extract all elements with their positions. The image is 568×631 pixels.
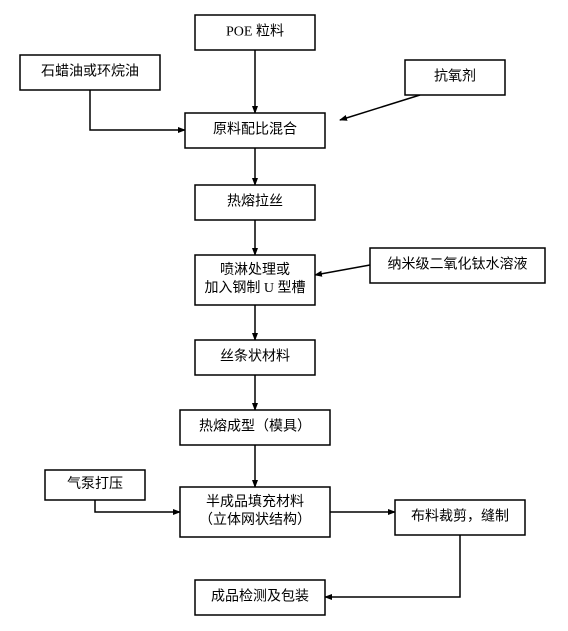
node-label-pump: 气泵打压 [67,475,123,492]
node-label-final: 成品检测及包装 [211,589,309,605]
node-strip: 丝条状材料 [195,340,315,375]
node-label-tio2: 纳米级二氧化钛水溶液 [388,257,528,273]
node-semi: 半成品填充材料 （立体网状结构） [180,487,330,537]
node-final: 成品检测及包装 [195,580,325,615]
node-hotmold: 热熔成型（模具） [180,410,330,445]
node-fabric: 布料裁剪，缝制 [395,500,525,535]
nodes-layer: POE 粒料石蜡油或环烷油 抗氧剂原料配比混合热熔拉丝喷淋处理或加入钢制 U 型槽… [20,15,545,615]
node-label-hotdraw: 热熔拉丝 [227,194,283,210]
edge-tio2-to-spray [315,265,370,275]
node-label-poe: POE 粒料 [226,24,284,40]
edge-fabric-to-final [325,535,460,597]
node-hotdraw: 热熔拉丝 [195,185,315,220]
node-label-fabric: 布料裁剪，缝制 [411,509,509,525]
edge-oil-to-mix [90,90,185,130]
node-label-strip: 丝条状材料 [220,348,290,365]
edge-antiox-to-mix [340,95,420,120]
node-spray: 喷淋处理或加入钢制 U 型槽 [195,255,315,305]
edge-pump-to-semi [95,500,180,512]
node-label-semi-line1: （立体网状结构） [199,512,311,528]
node-label-mix: 原料配比混合 [213,122,297,138]
node-antiox: 抗氧剂 [405,60,505,95]
flowchart-diagram: POE 粒料石蜡油或环烷油 抗氧剂原料配比混合热熔拉丝喷淋处理或加入钢制 U 型槽… [0,0,568,631]
node-label-spray-line1: 加入钢制 U 型槽 [204,280,305,296]
node-poe: POE 粒料 [195,15,315,50]
node-tio2: 纳米级二氧化钛水溶液 [370,248,545,283]
node-mix: 原料配比混合 [185,113,325,148]
node-oil: 石蜡油或环烷油 [20,55,160,90]
node-label-spray-line0: 喷淋处理或 [220,262,290,278]
node-label-oil: 石蜡油或环烷油 [41,64,139,80]
node-label-semi-line0: 半成品填充材料 [206,494,304,510]
node-pump: 气泵打压 [45,470,145,500]
node-label-antiox: 抗氧剂 [434,69,476,85]
node-label-hotmold: 热熔成型（模具） [199,419,311,435]
